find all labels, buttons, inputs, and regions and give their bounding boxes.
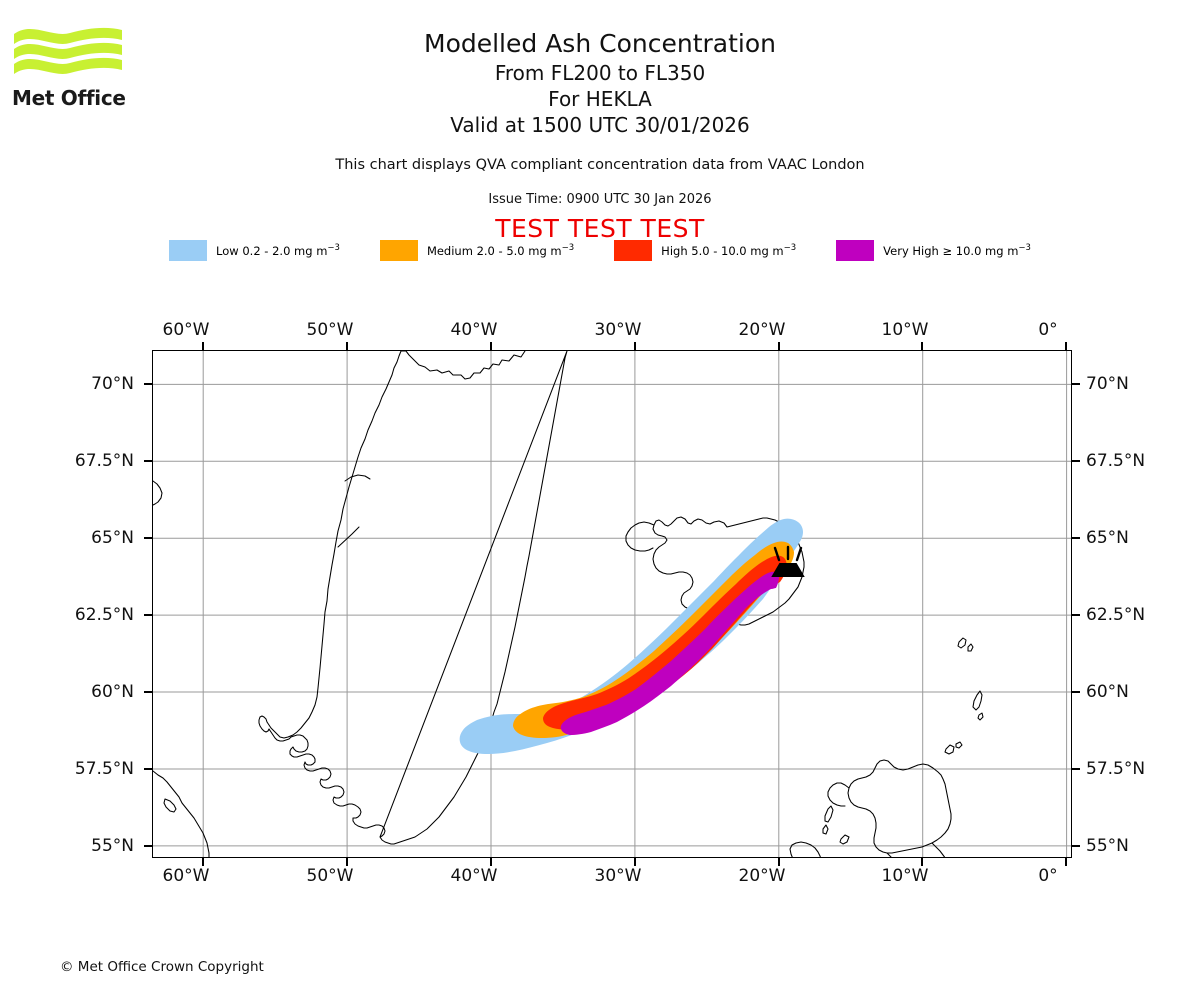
lon-label-bottom-5: 10°W	[881, 866, 929, 886]
lat-label-right-70: 70°N	[1086, 374, 1129, 394]
lon-label-bottom-6: 0°	[1038, 866, 1058, 886]
lon-label-bottom-1: 50°W	[306, 866, 354, 886]
plume-contour-high	[543, 555, 787, 730]
plume-contour-low	[459, 518, 803, 754]
outer-hebrides	[824, 805, 834, 823]
lat-label-left-55: 55°N	[91, 836, 134, 856]
lat-label-left-625: 62.5°N	[74, 605, 134, 625]
baffin-coastline	[153, 480, 163, 506]
lon-label-top-2: 40°W	[450, 320, 498, 340]
issue-time: Issue Time: 0900 UTC 30 Jan 2026	[488, 192, 712, 207]
lat-label-left-70: 70°N	[91, 374, 134, 394]
lon-label-bottom-2: 40°W	[450, 866, 498, 886]
plume-contour-very-high	[560, 571, 779, 735]
legend-label-low: Low 0.2 - 2.0 mg m−3	[216, 242, 340, 258]
legend-high: High 5.0 - 10.0 mg m−3	[614, 239, 797, 261]
outer-hebrides-2	[822, 824, 829, 835]
qva-note: This chart displays QVA compliant concen…	[335, 157, 865, 173]
legend-swatch-high	[614, 239, 653, 261]
lat-label-left-575: 57.5°N	[74, 759, 134, 779]
scotland-west-indent	[827, 782, 850, 807]
inner-hebrides	[839, 834, 850, 845]
legend-label-very-high: Very High ≥ 10.0 mg m−3	[883, 242, 1031, 258]
page-title: Modelled Ash Concentration	[424, 29, 776, 58]
map-gridlines	[153, 351, 1071, 857]
title-block: Modelled Ash Concentration From FL200 to…	[0, 28, 1200, 138]
faroe-islands	[957, 637, 967, 649]
concentration-legend: Low 0.2 - 2.0 mg m−3 Medium 2.0 - 5.0 mg…	[0, 238, 1200, 262]
shetland-islands-2	[977, 712, 984, 721]
lat-label-left-60: 60°N	[91, 682, 134, 702]
lat-label-right-60: 60°N	[1086, 682, 1129, 702]
legend-swatch-medium	[379, 239, 418, 261]
lon-label-top-1: 50°W	[306, 320, 354, 340]
ash-concentration-map	[152, 350, 1072, 858]
lon-label-bottom-4: 20°W	[738, 866, 786, 886]
faroe-islands-2	[967, 643, 974, 652]
shetland-islands	[972, 690, 983, 711]
met-office-logo: Met Office	[10, 22, 210, 112]
plume-contour-medium	[513, 541, 794, 738]
legend-swatch-very-high	[836, 239, 875, 261]
legend-low: Low 0.2 - 2.0 mg m−3	[169, 239, 340, 261]
lat-label-right-625: 62.5°N	[1086, 605, 1146, 625]
ash-plume	[459, 518, 803, 754]
lon-label-bottom-3: 30°W	[594, 866, 642, 886]
orkney-islands	[944, 744, 955, 755]
lon-label-top-5: 10°W	[881, 320, 929, 340]
greenland-fjord-detail	[337, 526, 360, 548]
labrador-coastline	[153, 770, 210, 857]
lat-label-right-65: 65°N	[1086, 528, 1129, 548]
lon-label-top-6: 0°	[1038, 320, 1058, 340]
logo-wordmark: Met Office	[12, 86, 126, 110]
flight-level-range: From FL200 to FL350	[494, 61, 706, 85]
legend-label-high: High 5.0 - 10.0 mg m−3	[661, 242, 797, 258]
labrador-island	[163, 798, 177, 813]
met-office-waves-icon	[14, 27, 122, 74]
volcano-name-line: For HEKLA	[548, 87, 652, 111]
england-coastline	[886, 842, 946, 857]
greenland-coastline	[258, 351, 568, 845]
lon-label-top-0: 60°W	[162, 320, 210, 340]
lon-label-bottom-0: 60°W	[162, 866, 210, 886]
iceland-westfjords	[625, 521, 655, 552]
copyright-notice: © Met Office Crown Copyright	[60, 959, 264, 975]
valid-time: Valid at 1500 UTC 30/01/2026	[450, 113, 750, 137]
legend-very-high: Very High ≥ 10.0 mg m−3	[836, 239, 1031, 261]
ireland-coastline	[789, 841, 821, 857]
volcano-icon	[771, 545, 805, 577]
coastlines	[153, 351, 984, 857]
greenland-fjord-detail-2	[344, 474, 371, 482]
legend-swatch-low	[169, 239, 208, 261]
legend-label-medium: Medium 2.0 - 5.0 mg m−3	[426, 242, 575, 258]
lon-label-top-3: 30°W	[594, 320, 642, 340]
legend-medium: Medium 2.0 - 5.0 mg m−3	[379, 239, 575, 261]
test-banner: TEST TEST TEST	[495, 214, 705, 243]
lat-label-left-675: 67.5°N	[74, 451, 134, 471]
scotland-coastline	[847, 759, 952, 854]
orkney-islands-2	[955, 741, 963, 749]
lat-label-right-675: 67.5°N	[1086, 451, 1146, 471]
map-canvas	[153, 351, 1071, 857]
map-frame	[152, 350, 1072, 858]
lat-label-right-55: 55°N	[1086, 836, 1129, 856]
lat-label-right-575: 57.5°N	[1086, 759, 1146, 779]
lat-label-left-65: 65°N	[91, 528, 134, 548]
lon-label-top-4: 20°W	[738, 320, 786, 340]
